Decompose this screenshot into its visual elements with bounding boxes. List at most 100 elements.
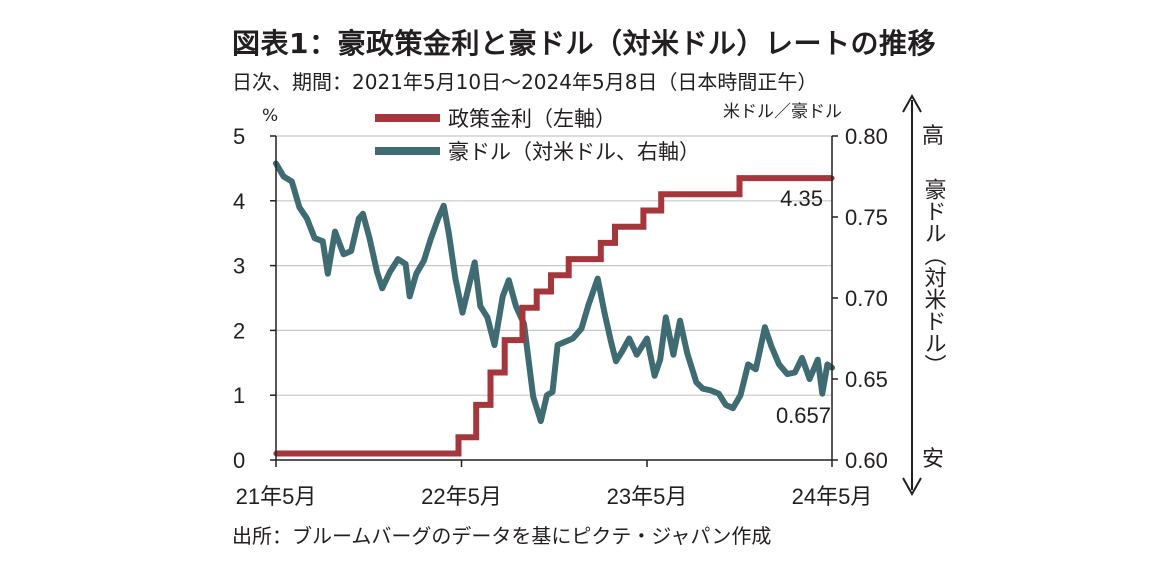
legend-label-policy-rate: 政策金利（左軸） bbox=[448, 107, 616, 131]
chart-title: 図表1：豪政策金利と豪ドル（対米ドル）レートの推移 bbox=[232, 27, 936, 60]
x-tick-label: 22年5月 bbox=[421, 484, 502, 509]
aud-point bbox=[395, 256, 401, 262]
policy-rate-point bbox=[534, 288, 540, 295]
aud-point bbox=[379, 285, 385, 291]
right-tick-label: 0.65 bbox=[845, 367, 888, 392]
chart-source: 出所：ブルームバーグのデータを基にピクテ・ジャパン作成 bbox=[232, 524, 772, 548]
aud-point bbox=[387, 269, 393, 275]
aud-point bbox=[663, 314, 669, 321]
aud-point bbox=[670, 352, 677, 358]
policy-rate-point bbox=[640, 207, 647, 214]
aud-point bbox=[477, 303, 483, 309]
aud-point bbox=[506, 277, 512, 283]
aud-point bbox=[491, 342, 498, 348]
aud-point bbox=[459, 309, 466, 316]
policy-rate-point bbox=[612, 224, 618, 230]
policy-rate-point bbox=[566, 256, 572, 262]
aud-point bbox=[723, 402, 729, 408]
aud-point bbox=[815, 356, 821, 363]
right-tick-label: 0.60 bbox=[845, 448, 888, 473]
aud-point bbox=[677, 318, 683, 324]
left-axis-unit: % bbox=[262, 106, 278, 126]
policy-rate-point bbox=[455, 434, 462, 440]
left-tick-label: 5 bbox=[233, 124, 245, 149]
aud-point bbox=[745, 361, 751, 368]
series-layer bbox=[273, 160, 835, 457]
aud-point bbox=[602, 311, 608, 317]
aud-point bbox=[762, 324, 768, 330]
aud-point bbox=[737, 392, 744, 398]
aud-point bbox=[578, 326, 585, 332]
right-tick-label: 0.75 bbox=[845, 205, 888, 230]
policy-rate-point bbox=[736, 175, 743, 181]
policy-rate-line bbox=[276, 175, 832, 457]
gridlines bbox=[276, 135, 832, 396]
aud-point bbox=[684, 350, 690, 356]
aud-point bbox=[366, 235, 373, 241]
side-label-high: 高 bbox=[922, 124, 944, 149]
aud-point bbox=[427, 237, 434, 243]
side-annotation: 高 安 豪ドル（対米ドル） bbox=[902, 93, 947, 497]
aud-point bbox=[634, 352, 640, 358]
aud-end-label: 0.657 bbox=[776, 403, 831, 428]
aud-point bbox=[281, 173, 287, 180]
policy-rate-point bbox=[502, 337, 508, 343]
aud-point bbox=[407, 293, 413, 299]
aud-point bbox=[402, 261, 409, 267]
aud-point bbox=[657, 356, 663, 363]
aud-point bbox=[562, 339, 568, 345]
left-tick-label: 4 bbox=[233, 189, 245, 214]
left-tick-label: 0 bbox=[233, 448, 245, 473]
aud-point bbox=[538, 418, 544, 424]
aud-point bbox=[466, 282, 472, 288]
aud-point bbox=[784, 371, 790, 377]
aud-point bbox=[441, 203, 447, 209]
aud-point bbox=[700, 386, 706, 392]
legend-label-aud: 豪ドル（対米ドル、右軸） bbox=[448, 140, 700, 164]
aud-point bbox=[707, 387, 714, 393]
aud-point bbox=[799, 355, 805, 361]
right-axis-unit: 米ドル／豪ドル bbox=[723, 101, 842, 122]
policy-rate-point bbox=[519, 305, 526, 311]
aud-point bbox=[613, 358, 619, 364]
axis-labels: % 米ドル／豪ドル 0 1 2 3 4 5 0.60 0.65 0.70 0.75 0.80 21年5… bbox=[233, 101, 888, 509]
aud-point bbox=[446, 230, 452, 236]
aud-point bbox=[530, 394, 536, 400]
policy-rate-end-label: 4.35 bbox=[780, 186, 823, 211]
left-tick-label: 2 bbox=[233, 318, 245, 343]
x-tick-label: 21年5月 bbox=[236, 484, 317, 509]
end-labels: 4.35 0.657 bbox=[776, 186, 831, 428]
aud-point bbox=[304, 216, 310, 222]
aud-point bbox=[348, 248, 354, 254]
policy-rate-point bbox=[548, 272, 554, 278]
policy-rate-point bbox=[473, 402, 479, 408]
aud-point bbox=[484, 314, 491, 321]
side-label-middle: 豪ドル（対米ドル） bbox=[921, 178, 947, 376]
aud-point bbox=[585, 301, 592, 308]
arrow-up-icon bbox=[902, 93, 922, 113]
aud-point bbox=[570, 335, 576, 342]
right-tick-label: 0.80 bbox=[845, 124, 888, 149]
aud-point bbox=[360, 211, 366, 217]
left-tick-label: 1 bbox=[233, 383, 245, 408]
aud-point bbox=[619, 348, 625, 355]
aud-point bbox=[544, 392, 550, 398]
aud-point bbox=[325, 271, 331, 277]
right-tick-label: 0.70 bbox=[845, 286, 888, 311]
policy-rate-point bbox=[658, 191, 664, 197]
aud-point bbox=[421, 258, 427, 264]
aud-point bbox=[595, 275, 601, 282]
policy-rate-point bbox=[598, 240, 604, 246]
aud-point bbox=[413, 271, 419, 277]
aud-point bbox=[513, 303, 519, 309]
aud-point bbox=[549, 389, 556, 395]
chart-subtitle: 日次、期間：2021年5月10日～2024年5月8日（日本時間正午） bbox=[232, 70, 818, 94]
aud-point bbox=[320, 238, 326, 244]
aud-point bbox=[356, 216, 362, 222]
aud-point bbox=[626, 335, 632, 342]
aud-point bbox=[776, 361, 782, 368]
x-tick-label: 23年5月 bbox=[607, 484, 688, 509]
aud-point bbox=[693, 379, 699, 385]
aud-point bbox=[452, 275, 459, 282]
